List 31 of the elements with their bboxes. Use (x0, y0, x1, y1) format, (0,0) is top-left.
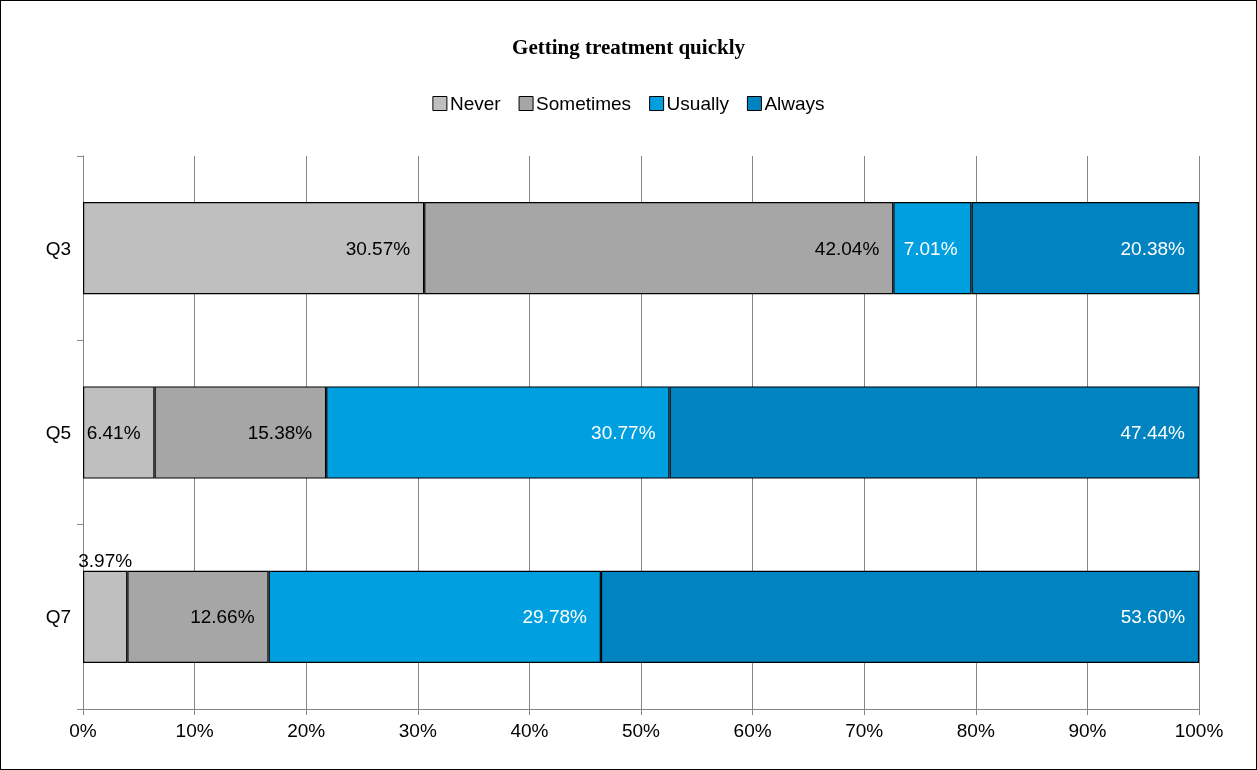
data-label: 53.60% (1120, 606, 1186, 628)
data-label: 20.38% (1120, 237, 1186, 259)
legend-label: Sometimes (536, 93, 632, 114)
y-tick-label: Q3 (45, 237, 71, 259)
x-tick-label: 0% (69, 720, 97, 741)
x-tick-label: 40% (510, 720, 549, 741)
data-label: 42.04% (814, 237, 880, 259)
data-label: 6.41% (86, 422, 141, 443)
data-label: 12.66% (190, 606, 255, 628)
data-label: 3.97% (78, 549, 133, 571)
data-label: 15.38% (247, 422, 313, 443)
x-tick-label: 50% (621, 720, 661, 741)
x-tick-label: 10% (175, 720, 214, 741)
chart-title: Getting treatment quickly (512, 34, 746, 59)
x-tick-label: 60% (733, 720, 772, 741)
legend-label: Never (449, 93, 502, 114)
legend-label: Always (764, 93, 825, 114)
x-tick-label: 80% (956, 720, 995, 741)
x-tick-label: 70% (845, 720, 884, 741)
data-label: 30.57% (345, 237, 411, 259)
x-tick-label: 100% (1174, 720, 1224, 741)
data-label: 7.01% (903, 237, 958, 259)
x-tick-label: 30% (398, 720, 437, 741)
x-tick-label: 20% (287, 720, 326, 741)
y-tick-label: Q7 (45, 606, 71, 628)
legend-label: Usually (666, 93, 730, 114)
data-label: 29.78% (522, 606, 588, 628)
data-label: 30.77% (591, 422, 656, 443)
y-tick-label: Q5 (45, 422, 71, 443)
x-tick-label: 90% (1068, 720, 1107, 741)
data-label: 47.44% (1120, 422, 1186, 443)
